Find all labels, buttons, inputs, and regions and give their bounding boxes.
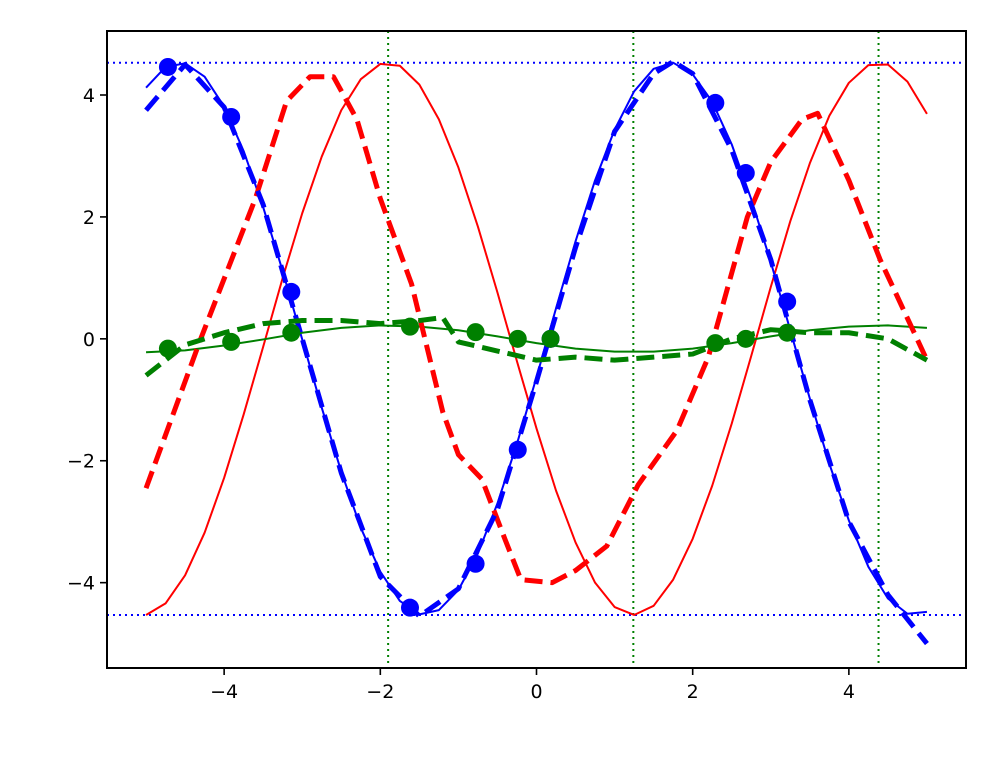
y-tick-label: −4 [67,573,95,595]
marker [282,323,301,342]
marker [736,164,755,183]
line [145,62,928,616]
x-tick-label: 0 [530,681,542,703]
marker [158,339,177,358]
marker [706,334,725,353]
marker [400,598,419,617]
y-tick-label: −2 [67,451,95,473]
marker [508,329,527,348]
marker [706,93,725,112]
marker [466,323,485,342]
line [143,74,930,586]
plot-area [107,31,966,668]
marker [222,107,241,126]
marker [158,57,177,76]
marker [508,440,527,459]
marker [778,292,797,311]
x-tick-label: 2 [687,681,699,703]
y-tick-label: 4 [83,85,95,107]
y-tick-label: 2 [83,207,95,229]
marker [466,554,485,573]
y-tick-label: 0 [83,329,95,351]
line [144,58,929,646]
marker [222,332,241,351]
marker [400,317,419,336]
marker [282,282,301,301]
x-tick-label: −4 [210,681,238,703]
marker [778,323,797,342]
x-tick-label: −2 [366,681,394,703]
x-tick-label: 4 [843,681,855,703]
marker [736,329,755,348]
marker [541,329,560,348]
